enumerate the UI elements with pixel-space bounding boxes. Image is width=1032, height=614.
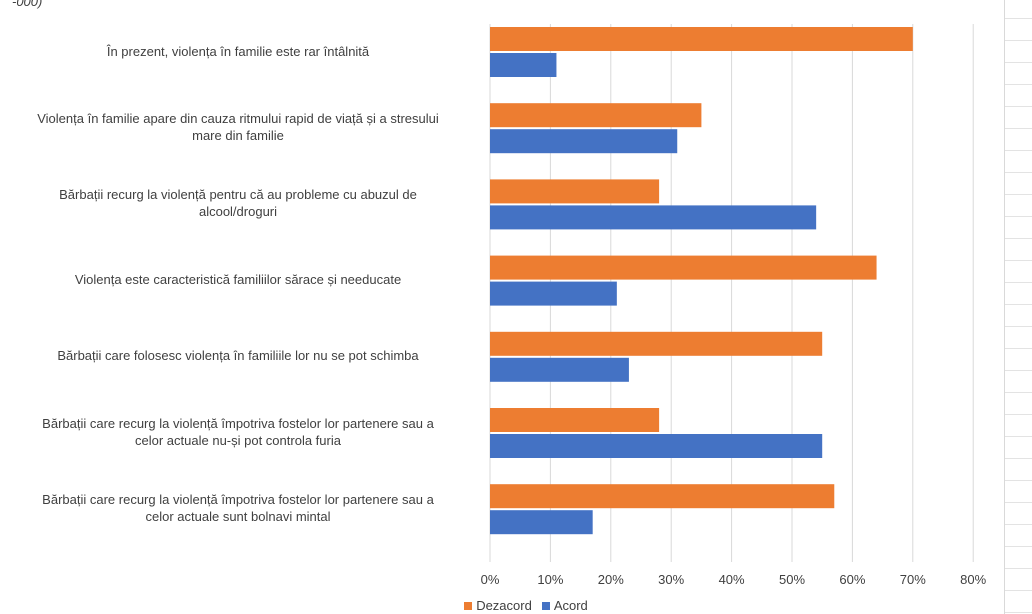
clipped-header-text: -000) xyxy=(12,0,43,9)
x-tick-label: 0% xyxy=(481,572,500,587)
category-label-line: Bărbații care folosesc violența în famil… xyxy=(57,348,419,364)
category-label-line: Bărbații care recurg la violență împotri… xyxy=(42,492,434,508)
sheet-row-line xyxy=(1005,392,1032,393)
x-tick-label: 70% xyxy=(900,572,926,587)
sheet-row-line xyxy=(1005,370,1032,371)
bar-dezacord xyxy=(490,484,835,509)
sheet-row-line xyxy=(1005,84,1032,85)
legend-swatch xyxy=(541,602,550,610)
x-tick-label: 40% xyxy=(719,572,745,587)
sheet-row-line xyxy=(1005,106,1032,107)
sheet-row-line xyxy=(1005,216,1032,217)
bar-dezacord xyxy=(490,408,660,432)
legend-item-acord: Acord xyxy=(541,598,588,614)
x-tick-label: 30% xyxy=(658,572,684,587)
sheet-row-line xyxy=(1005,40,1032,41)
category-label-line: În prezent, violența în familie este rar… xyxy=(106,43,370,59)
sheet-row-line xyxy=(1005,502,1032,503)
category-label-line: Bărbații care recurg la violență împotri… xyxy=(42,416,434,431)
sheet-row-line xyxy=(1005,612,1032,613)
bar-dezacord xyxy=(490,27,913,51)
sheet-row-line xyxy=(1005,260,1032,261)
sheet-row-line xyxy=(1005,590,1032,591)
bar-dezacord xyxy=(490,179,660,204)
legend-label: Acord xyxy=(553,598,588,613)
chart-plot-area: 0% 10% 20% 30% 40% 50% 60% 70% 80% xyxy=(481,24,987,587)
bar-acord xyxy=(490,129,678,154)
bar-acord xyxy=(490,281,617,306)
sheet-row-line xyxy=(1005,128,1032,129)
sheet-row-line xyxy=(1005,238,1032,239)
sheet-row-line xyxy=(1005,458,1032,459)
sheet-row-line xyxy=(1005,150,1032,151)
bar-acord xyxy=(490,53,557,77)
chart-legend: Dezacord Acord xyxy=(0,598,1032,614)
sheet-row-line xyxy=(1005,524,1032,525)
category-label: Violența este caracteristică familiilor … xyxy=(0,271,476,288)
sheet-row-line xyxy=(1005,304,1032,305)
category-label-line: Violența în familie apare din cauza ritm… xyxy=(37,111,439,127)
category-label-line: celor actuale sunt bolnavi mintal xyxy=(145,509,331,525)
bar-acord xyxy=(490,205,817,230)
legend-item-dezacord: Dezacord xyxy=(464,598,532,614)
sheet-row-line xyxy=(1005,326,1032,327)
category-label: Violența în familie apare din cauza ritm… xyxy=(0,110,476,144)
x-tick-label: 20% xyxy=(598,572,624,587)
category-label-line: celor actuale nu-și pot controla furia xyxy=(135,433,341,448)
bar-acord xyxy=(490,357,629,382)
sheet-row-line xyxy=(1005,568,1032,569)
category-label: Bărbații recurg la violență pentru că au… xyxy=(0,186,476,220)
x-tick-label: 80% xyxy=(960,572,986,587)
sheet-row-line xyxy=(1005,172,1032,173)
bar-dezacord xyxy=(490,103,702,128)
sheet-row-line xyxy=(1005,414,1032,415)
bar-dezacord xyxy=(490,255,877,280)
category-label: Bărbații care recurg la violență împotri… xyxy=(0,415,476,449)
category-label-line: Violența este caracteristică familiilor … xyxy=(74,272,402,288)
x-tick-label: 10% xyxy=(537,572,563,587)
category-label-line: alcool/droguri xyxy=(198,204,278,220)
legend-label: Dezacord xyxy=(476,598,532,613)
sheet-row-line xyxy=(1005,436,1032,437)
category-label-line: mare din familie xyxy=(192,128,284,144)
category-label: Bărbații care recurg la violență împotri… xyxy=(0,491,476,525)
category-label: Bărbații care folosesc violența în famil… xyxy=(0,347,476,364)
bar-dezacord xyxy=(490,331,823,356)
sheet-row-line xyxy=(1005,282,1032,283)
sheet-row-line xyxy=(1005,348,1032,349)
legend-swatch xyxy=(464,602,473,610)
spreadsheet-edge xyxy=(1004,0,1032,614)
x-tick-label: 50% xyxy=(779,572,805,587)
category-label: În prezent, violența în familie este rar… xyxy=(0,43,476,60)
x-tick-label: 60% xyxy=(839,572,865,587)
sheet-row-line xyxy=(1005,480,1032,481)
sheet-row-line xyxy=(1005,546,1032,547)
bar-acord xyxy=(490,434,823,458)
sheet-row-line xyxy=(1005,18,1032,19)
category-label-line: Bărbații recurg la violență pentru că au… xyxy=(59,187,417,203)
sheet-row-line xyxy=(1005,194,1032,195)
sheet-row-line xyxy=(1005,62,1032,63)
bar-acord xyxy=(490,510,593,535)
